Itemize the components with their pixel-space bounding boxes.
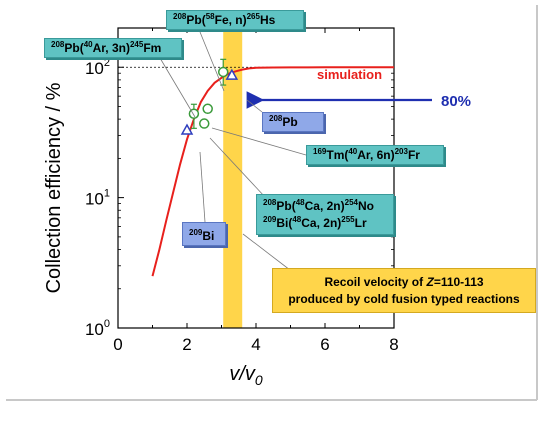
circle-point <box>202 103 213 115</box>
triangle-point <box>225 68 239 80</box>
label-208pb: 208Pb <box>262 112 324 132</box>
label-209bi: 209Bi <box>182 222 226 246</box>
circle-point <box>217 66 229 78</box>
y-axis-label: Collection efficiency / % <box>43 82 65 293</box>
circle-point <box>199 118 210 129</box>
recoil-line-2: produced by cold fusion typed reactions <box>288 292 520 306</box>
x-tick-label: 2 <box>182 335 191 354</box>
label-208pb-58fe-265hs: 208Pb(58Fe, n)265Hs <box>166 10 304 30</box>
axis-ticks: 0 2 4 6 8 100 101 102 <box>85 27 399 354</box>
data-points <box>180 58 239 135</box>
recoil-velocity-band <box>223 28 243 328</box>
y-tick-label: 101 <box>85 188 110 209</box>
x-tick-label: 8 <box>389 335 398 354</box>
label-169tm-40ar-203fr: 169Tm(40Ar, 6n)203Fr <box>306 145 444 165</box>
callout-leaders <box>159 31 307 271</box>
x-tick-label: 0 <box>113 335 122 354</box>
label-208pb-40ar-245fm: 208Pb(40Ar, 3n)245Fm <box>44 38 182 58</box>
triangle-point <box>180 123 194 135</box>
percent-label: 80% <box>441 93 471 110</box>
y-tick-label: 100 <box>85 318 110 339</box>
label-recoil-velocity: Recoil velocity of Z=110-113 produced by… <box>272 268 536 313</box>
recoil-line-1: Recoil velocity of Z=110-113 <box>324 275 484 289</box>
x-tick-label: 4 <box>251 335 260 354</box>
y-tick-label: 102 <box>85 57 110 78</box>
label-no-line: 208Pb(48Ca, 2n)254No <box>263 198 374 214</box>
x-axis-label: v/v0 <box>229 363 263 388</box>
simulation-label: simulation <box>317 67 382 82</box>
label-lr-line: 209Bi(48Ca, 2n)255Lr <box>263 215 367 231</box>
x-tick-label: 6 <box>320 335 329 354</box>
label-208pb-48ca-254no-209bi-48ca-255lr: 208Pb(48Ca, 2n)254No 209Bi(48Ca, 2n)255L… <box>256 194 394 235</box>
